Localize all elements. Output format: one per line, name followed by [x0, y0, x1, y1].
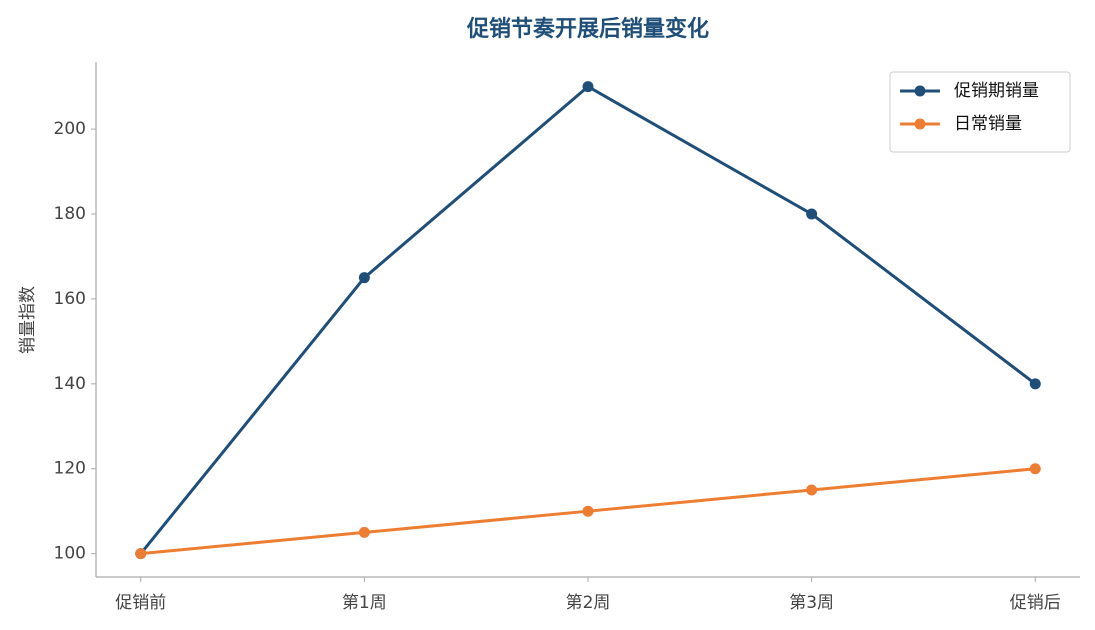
data-point [806, 208, 818, 220]
chart-title: 促销节奏开展后销量变化 [466, 16, 709, 42]
y-tick-label: 140 [54, 374, 86, 394]
legend-label: 日常销量 [954, 114, 1022, 134]
y-tick-label: 180 [54, 204, 86, 224]
data-point [806, 484, 818, 496]
y-tick-label: 100 [54, 544, 86, 564]
series-line [139, 84, 1037, 555]
x-tick-label: 促销后 [1010, 593, 1061, 613]
data-point [358, 272, 370, 284]
x-tick-label: 第3周 [789, 593, 834, 613]
x-tick-label: 第1周 [342, 593, 387, 613]
data-point [1029, 378, 1041, 390]
data-point [358, 526, 370, 538]
y-axis-label: 销量指数 [18, 286, 38, 354]
legend-label: 促销期销量 [954, 81, 1039, 101]
x-tick-label: 促销前 [115, 593, 166, 613]
y-tick-label: 160 [54, 289, 86, 309]
y-tick-label: 120 [54, 459, 86, 479]
data-point [1029, 463, 1041, 475]
y-tick-label: 200 [54, 119, 86, 139]
data-point [582, 81, 594, 93]
data-point [135, 548, 147, 560]
legend-marker [914, 118, 926, 130]
data-point [582, 505, 594, 517]
legend-marker [914, 85, 926, 97]
x-tick-label: 第2周 [566, 593, 611, 613]
